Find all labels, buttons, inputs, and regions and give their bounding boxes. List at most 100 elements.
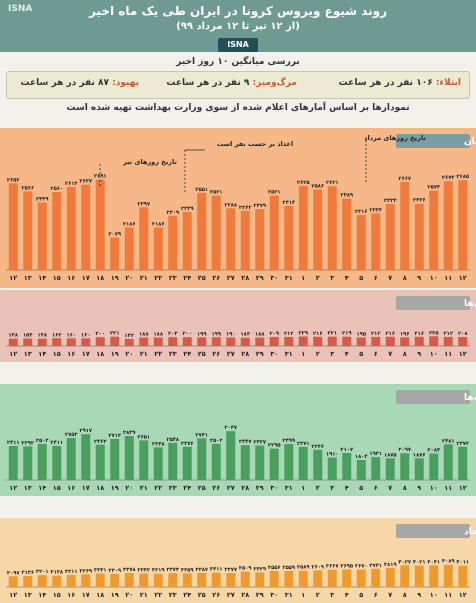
severe-bar — [211, 572, 221, 587]
deaths-value-label: ۱۹۹ — [197, 331, 207, 337]
infections-bar — [298, 185, 308, 270]
deaths-bar — [240, 337, 250, 346]
recovered-tick-label: ۱۴ — [38, 484, 46, 492]
infections-bar — [226, 208, 236, 270]
infections-value-label: ۲۴۱۴ — [282, 200, 295, 206]
severe-value-label: ۳۵۸۹ — [297, 565, 310, 571]
deaths-tick-label: ۲۱ — [140, 350, 148, 358]
infections-tick-label: ۲۷ — [227, 274, 235, 282]
deaths-value-label: ۱۶۰ — [67, 332, 77, 338]
deaths-tick-label: ۶ — [374, 350, 378, 358]
recovered-value-label: ۲۳۴۸ — [152, 441, 165, 447]
deaths-value-label: ۱۵۴ — [23, 333, 33, 339]
recovered-value-label: ۱۸۷۶ — [413, 452, 426, 458]
severe-tick-label: ۵ — [359, 591, 363, 599]
deaths-tick-label: ۳۱ — [285, 350, 293, 358]
severe-bar — [182, 573, 192, 587]
recovered-value-label: ۲۷۴۱ — [195, 432, 208, 438]
deaths-value-label: ۱۸۸ — [139, 332, 149, 338]
deaths-tick-label: ۲۵ — [198, 350, 206, 358]
deaths-value-label: ۲۱۹ — [342, 331, 352, 337]
units-annotation: اعداد بر حسب نفر است — [217, 140, 293, 148]
severe-value-label: ۳۸۱۹ — [384, 562, 397, 568]
recovered-value-label: ۲۵۰۲ — [210, 438, 223, 444]
infections-bar — [313, 189, 323, 270]
infections-bar — [327, 186, 337, 270]
severe-tick-label: ۳۱ — [285, 591, 293, 599]
deaths-tick-label: ۱۹ — [111, 350, 119, 358]
severe-bar — [23, 575, 33, 587]
recovered-bar — [371, 457, 381, 480]
infections-tick-label: ۲۱ — [140, 274, 148, 282]
recovered-value-label: ۲۵۴۸ — [166, 437, 179, 443]
infections-tick-label: ۲۹ — [256, 274, 264, 282]
deaths-tick-label: ۷ — [388, 350, 392, 358]
recovered-tick-label: ۲۲ — [154, 484, 162, 492]
severe-bar — [284, 570, 294, 587]
severe-tick-label: ۸ — [403, 591, 407, 599]
infections-bar — [8, 183, 18, 270]
deaths-tick-label: ۲۰ — [125, 350, 133, 358]
deaths-value-label: ۲۱۲ — [444, 331, 454, 337]
deaths-tick-label: ۱۸ — [96, 350, 104, 358]
deaths-value-label: ۲۱۶ — [313, 331, 323, 337]
deaths-bar — [313, 336, 323, 346]
deaths-tick-label: ۱۷ — [82, 350, 90, 358]
recovered-bar — [255, 445, 265, 480]
infections-bar — [211, 195, 221, 270]
recovered-tick-label: ۲۷ — [227, 484, 235, 492]
deaths-value-label: ۱۸۸ — [154, 332, 164, 338]
infections-bar — [139, 207, 149, 270]
recovered-bar — [414, 458, 424, 480]
recovered-tick-label: ۲۴ — [183, 484, 191, 492]
tir-dates-annotation: تاریخ روزهای تیر — [122, 158, 177, 166]
deaths-value-label: ۱۴۸ — [38, 333, 48, 339]
recovered-bar — [23, 446, 33, 480]
severe-tick-label: ۹ — [417, 591, 421, 599]
infections-bar — [52, 192, 62, 270]
infections-bar — [429, 190, 439, 270]
severe-tick-label: ۲۹ — [256, 591, 264, 599]
severe-tick-label: ۱۲ — [9, 591, 17, 599]
recovered-tick-label: ۸ — [403, 484, 407, 492]
deaths-value-label: ۲۰۰ — [183, 331, 193, 337]
infections-bar — [385, 203, 395, 270]
recovered-tick-label: ۹ — [417, 484, 421, 492]
severe-value-label: ۴۰۲۷ — [398, 559, 411, 565]
infections-value-label: ۲۶۲۱ — [326, 180, 339, 186]
severe-value-label: ۳۳۰۹ — [108, 568, 121, 574]
infections-tick-label: ۲۳ — [169, 274, 177, 282]
severe-bar — [371, 568, 381, 587]
infections-tick-label: ۲۵ — [198, 274, 206, 282]
infections-value-label: ۲۴۳۶ — [413, 198, 426, 204]
infections-tick-label: ۵ — [359, 274, 363, 282]
infections-value-label: ۲۳۰۹ — [166, 210, 179, 216]
recovered-bar — [400, 453, 410, 480]
summary-heading: بررسی میانگین ۱۰ روز اخیر — [176, 57, 300, 67]
deaths-tick-label: ۱۲ — [9, 350, 17, 358]
recovered-value-label: ۲۳۷۱ — [297, 441, 310, 447]
recovered-bar — [182, 446, 192, 480]
recovered-bar — [429, 453, 439, 480]
recovered-value-label: ۲۵۰۳ — [36, 438, 49, 444]
infections-value-label: ۲۶۵۲ — [7, 177, 20, 183]
severe-tick-label: ۲۴ — [183, 591, 191, 599]
severe-value-label: ۳۶۰۹ — [311, 564, 324, 570]
severe-tick-label: ۱۹ — [111, 591, 119, 599]
deaths-value-label: ۲۰۰ — [96, 331, 106, 337]
recovered-value-label: ۲۷۱۳ — [108, 433, 121, 439]
infections-value-label: ۲۵۸۶ — [311, 184, 324, 190]
severe-tick-label: ۷ — [388, 591, 392, 599]
severe-value-label: ۳۳۷۳ — [166, 567, 179, 573]
recovered-bar — [298, 446, 308, 480]
summary-death: مرگ‌ومیر: ۹ نفر در هر ساعت — [166, 78, 297, 88]
deaths-bar — [66, 338, 76, 346]
deaths-tick-label: ۱۱ — [444, 350, 452, 358]
deaths-value-label: ۱۸۳ — [241, 332, 251, 338]
severe-value-label: ۳۱۳۶ — [21, 570, 34, 576]
infections-bar — [81, 184, 91, 270]
severe-bar — [443, 564, 453, 587]
recovered-bar — [211, 443, 221, 480]
deaths-bar — [414, 336, 424, 346]
